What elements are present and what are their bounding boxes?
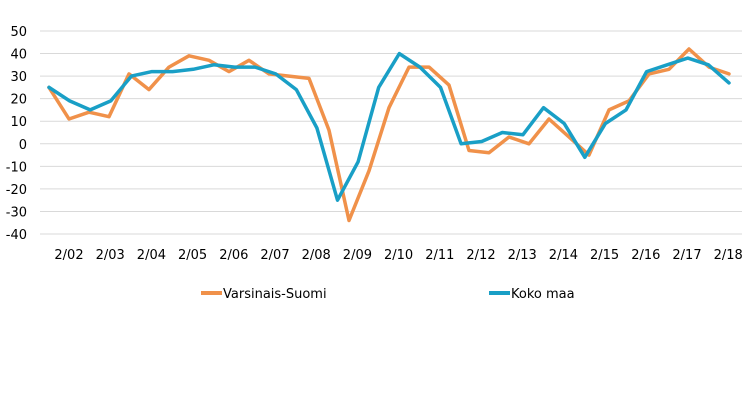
y-tick-label: 50 [10, 25, 27, 40]
x-tick-label: 2/03 [96, 248, 125, 263]
x-tick-label: 2/07 [260, 248, 289, 263]
series-lines [47, 47, 731, 223]
y-tick-label: 10 [10, 115, 27, 130]
x-tick-label: 2/06 [219, 248, 248, 263]
x-tick-label: 2/08 [302, 248, 331, 263]
y-tick-label: -30 [6, 205, 27, 220]
x-tick-label: 2/11 [425, 248, 454, 263]
x-tick-label: 2/05 [178, 248, 207, 263]
x-tick-label: 2/10 [384, 248, 413, 263]
x-tick-label: 2/15 [590, 248, 619, 263]
x-axis-ticks: 2/02 2/03 2/04 2/05 2/06 2/07 2/08 2/09 2/10 2/11… [54, 248, 742, 263]
x-tick-label: 2/18 [714, 248, 743, 263]
y-tick-label: -40 [6, 228, 27, 243]
legend-label-koko-maa: Koko maa [511, 287, 575, 302]
x-tick-label: 2/13 [508, 248, 537, 263]
x-tick-label: 2/02 [54, 248, 83, 263]
legend-label-varsinais-suomi: Varsinais-Suomi [223, 287, 327, 302]
x-tick-label: 2/16 [631, 248, 660, 263]
y-tick-label: 40 [10, 48, 27, 63]
series-line-koko-maa [47, 51, 731, 202]
y-tick-label: -10 [6, 160, 27, 175]
legend: Varsinais-Suomi Koko maa [201, 287, 575, 302]
y-tick-label: 30 [10, 70, 27, 85]
y-axis-ticks: -40 -30 -20 -10 0 10 20 30 40 50 [6, 25, 27, 243]
x-tick-label: 2/04 [137, 248, 166, 263]
gridlines [40, 30, 742, 235]
x-tick-label: 2/12 [466, 248, 495, 263]
y-tick-label: 20 [10, 93, 27, 108]
y-tick-label: -20 [6, 183, 27, 198]
y-tick-label: 0 [19, 138, 27, 153]
x-tick-label: 2/17 [672, 248, 701, 263]
series-line-varsinais-suomi [47, 47, 731, 223]
x-tick-label: 2/14 [549, 248, 578, 263]
x-tick-label: 2/09 [343, 248, 372, 263]
